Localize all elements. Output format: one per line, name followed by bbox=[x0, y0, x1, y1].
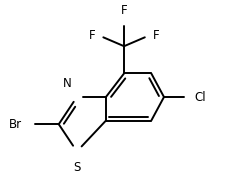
Text: Br: Br bbox=[9, 118, 22, 131]
Text: F: F bbox=[88, 29, 95, 42]
Text: F: F bbox=[153, 29, 159, 42]
Text: Cl: Cl bbox=[194, 90, 206, 103]
Text: N: N bbox=[63, 77, 71, 90]
Text: S: S bbox=[73, 161, 80, 174]
Text: F: F bbox=[120, 4, 127, 17]
